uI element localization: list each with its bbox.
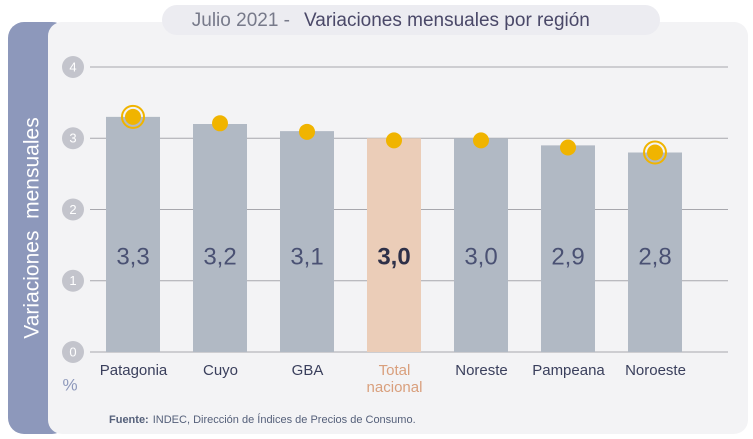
x-tick-label: Total nacional	[366, 362, 423, 396]
x-tick-label-box: Total nacional	[366, 362, 423, 396]
value-label: 2,8	[638, 243, 671, 270]
marker-ring	[643, 140, 667, 165]
x-tick-label: Noreste	[455, 362, 508, 379]
marker	[473, 132, 489, 149]
bar	[541, 145, 595, 352]
marker	[212, 115, 228, 132]
value-label: 3,2	[203, 243, 236, 270]
value-label: 3,0	[377, 243, 410, 270]
source-label: Fuente:	[109, 414, 149, 426]
y-axis-label: Variaciones mensuales	[21, 117, 44, 338]
x-tick-label: Noroeste	[625, 362, 686, 379]
x-tick-label-box: Noreste	[455, 362, 508, 379]
source-text: INDEC, Dirección de Índices de Precios d…	[153, 413, 416, 426]
y-tick-label: 1	[69, 273, 76, 288]
value-label: 3,0	[464, 243, 497, 270]
value-label: 3,1	[290, 243, 323, 270]
bar	[280, 131, 334, 352]
x-tick-label-box: Noroeste	[625, 362, 686, 379]
value-label: 2,9	[551, 243, 584, 270]
y-tick-label: 0	[69, 344, 76, 359]
bar	[454, 138, 508, 352]
y-tick-label: 4	[69, 59, 76, 74]
marker	[299, 123, 315, 140]
x-tick-label: Patagonia	[99, 362, 168, 379]
bar	[193, 124, 247, 352]
x-tick-label-box: Patagonia	[99, 362, 168, 379]
y-tick-label: 3	[69, 131, 76, 146]
x-tick-label: GBA	[291, 362, 324, 379]
y-tick-marker	[62, 341, 84, 363]
y-tick-marker	[62, 198, 84, 221]
x-tick-label: Cuyo	[202, 362, 239, 379]
marker	[125, 108, 141, 125]
y-tick-label: 2	[69, 202, 76, 217]
title-prefix: Julio 2021 -	[192, 10, 290, 31]
bar	[367, 138, 421, 352]
bar	[628, 152, 682, 352]
bar	[106, 116, 160, 352]
y-tick-marker	[62, 56, 84, 78]
marker	[560, 139, 576, 156]
source: Fuente: INDEC, Dirección de Índices de Pr…	[109, 413, 416, 426]
marker	[386, 132, 402, 149]
x-tick-label-box: Cuyo	[202, 362, 239, 379]
chart-title: Variaciones mensuales por región	[304, 10, 590, 31]
x-tick-label-box: Pampeana	[532, 362, 605, 379]
marker-ring	[121, 104, 145, 129]
x-tick-label: Pampeana	[532, 362, 605, 379]
y-tick-marker	[62, 127, 84, 150]
y-unit: %	[62, 375, 77, 394]
value-label: 3,3	[116, 243, 149, 270]
title-pill	[162, 5, 660, 35]
x-tick-label-box: GBA	[291, 362, 324, 379]
y-tick-marker	[62, 269, 84, 292]
marker	[647, 144, 663, 161]
